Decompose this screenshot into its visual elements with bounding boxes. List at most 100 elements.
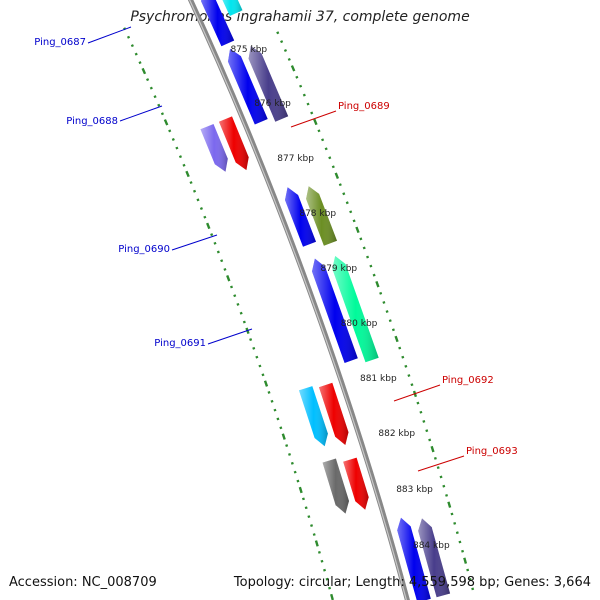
tick-mark [249, 338, 253, 341]
tick-mark [391, 328, 395, 332]
tick-mark [295, 75, 299, 79]
tick-label: 877 kbp [277, 154, 314, 164]
tick-mark [458, 540, 462, 544]
gene-arrow-ping-0693-shading [322, 458, 349, 514]
cds-arrow-ping-0689-shading [219, 116, 249, 171]
tick-label: 878 kbp [299, 209, 336, 219]
tick-mark [288, 453, 291, 456]
tick-mark [196, 198, 200, 202]
tick-mark [466, 568, 470, 572]
tick-mark [206, 222, 211, 230]
tick-label: 875 kbp [230, 45, 267, 55]
tick-mark [461, 549, 464, 553]
tick-mark [301, 497, 305, 501]
tick-mark [193, 189, 197, 193]
gene-label-ping-0691: Ping_0691 [154, 338, 206, 349]
gene-arrow-ping-0691-shading [332, 256, 379, 363]
tick-mark [160, 112, 164, 116]
tick-mark [323, 568, 326, 572]
tick-mark [419, 410, 423, 414]
leader-line-ping-0690 [171, 234, 218, 251]
tick-mark [287, 57, 291, 61]
gene-label-ping-0693: Ping_0693 [466, 446, 518, 457]
tick-mark [126, 35, 131, 39]
tick-mark [149, 86, 153, 90]
gene-arrow-ping-0687 [222, 0, 243, 16]
tick-label: 884 kbp [413, 541, 450, 551]
tick-mark [433, 456, 437, 460]
tick-mark [463, 557, 468, 564]
cds-arrow-next-fwd [397, 517, 431, 600]
tick-mark [330, 593, 334, 600]
tick-mark [189, 181, 193, 185]
cds-arrow-ping-0687-shading [201, 0, 235, 47]
tick-mark [229, 285, 234, 289]
tick-mark [310, 111, 314, 115]
tick-mark [366, 255, 370, 259]
tick-mark [320, 559, 324, 563]
tick-mark [261, 373, 265, 377]
tick-mark [422, 420, 426, 423]
tick-track-right [123, 27, 334, 600]
tick-mark [185, 170, 190, 178]
tick-mark [314, 540, 319, 547]
tick-mark [338, 183, 342, 187]
genome-summary: Topology: circular; Length: 4,559,598 bp… [233, 575, 591, 590]
tick-mark [210, 233, 214, 237]
tick-mark [321, 138, 325, 142]
tick-mark [310, 524, 314, 527]
tick-mark [296, 479, 300, 483]
gene-arrow-ping-0690-shading [306, 186, 337, 246]
tick-mark [233, 294, 237, 298]
tick-mark [236, 302, 240, 306]
tick-mark [302, 93, 306, 97]
cds-arrow-ping-0691-shading [312, 258, 358, 363]
tick-mark [355, 226, 360, 234]
tick-mark [407, 374, 411, 377]
tick-mark [130, 44, 134, 48]
tick-mark [141, 67, 147, 75]
gene-arrow-ping-0693 [322, 458, 349, 514]
tick-mark [276, 31, 280, 35]
gene-arrow-ping-0688 [248, 46, 289, 122]
tick-mark [324, 147, 328, 151]
tick-mark [372, 273, 376, 277]
cds-arrow-ping-0687 [201, 0, 235, 47]
tick-mark [453, 521, 457, 525]
cds-arrow-ping-0688 [228, 48, 268, 125]
backbone-highlight [188, 0, 407, 600]
tick-mark [226, 274, 231, 282]
tick-mark [331, 165, 335, 169]
leader-line-ping-0693 [417, 455, 465, 472]
tick-mark [290, 461, 294, 465]
tick-mark [359, 237, 363, 241]
tick-mark [279, 426, 283, 430]
leader-line-ping-0691 [207, 328, 253, 345]
tick-mark [220, 259, 224, 263]
tick-mark [369, 264, 373, 268]
gene-label-ping-0689: Ping_0689 [338, 101, 390, 112]
gene-label-ping-0688: Ping_0688 [66, 116, 118, 127]
gene-arrow-ping-0692 [299, 386, 328, 447]
tick-mark [299, 84, 303, 88]
tick-mark [416, 401, 420, 405]
tick-mark [425, 429, 429, 433]
cds-arrow-ping-0690-shading [285, 187, 316, 247]
tick-mark [306, 102, 310, 106]
tick-mark [442, 484, 446, 488]
tick-label: 876 kbp [254, 99, 291, 109]
cds-arrow-next-fwd-shading [397, 517, 431, 600]
tick-mark [252, 346, 256, 350]
tick-mark [298, 486, 303, 494]
gene-arrow-ping-0691 [332, 256, 379, 363]
tick-mark [428, 438, 432, 442]
gene-arrow-ping-0689 [200, 124, 228, 172]
tick-mark [455, 531, 459, 535]
tick-mark [388, 319, 392, 323]
leader-line-ping-0688 [119, 105, 163, 122]
tick-label: 880 kbp [341, 319, 378, 329]
tick-mark [325, 577, 329, 581]
tick-mark [328, 586, 331, 590]
tick-mark [273, 408, 277, 412]
